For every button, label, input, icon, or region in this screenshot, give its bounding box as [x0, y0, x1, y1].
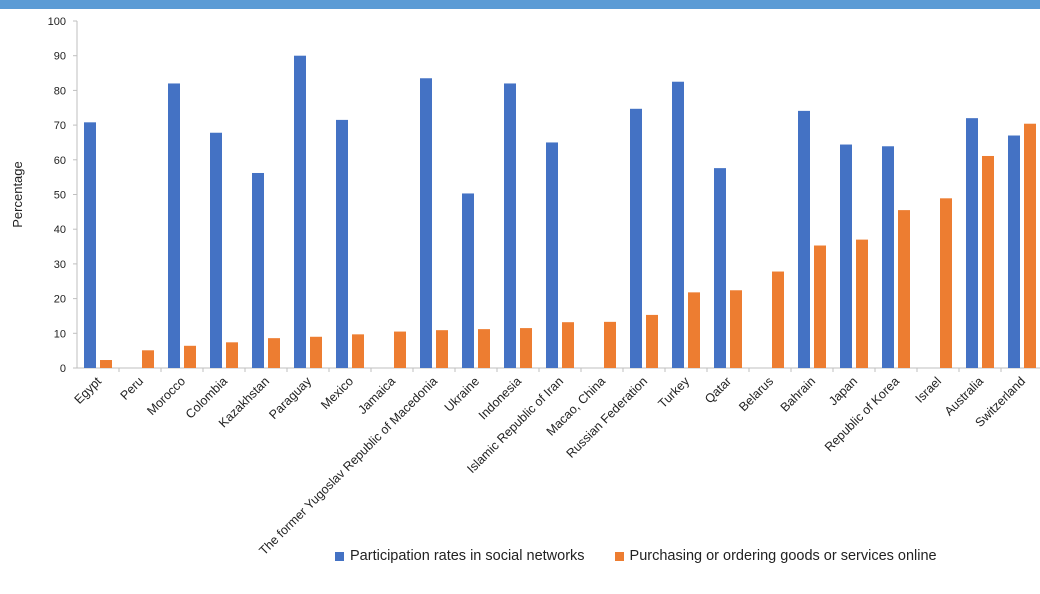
bar-social-networks — [966, 118, 978, 368]
x-category-label: Qatar — [702, 374, 734, 406]
bar-purchasing-online — [646, 314, 658, 368]
bar-social-networks — [336, 119, 348, 369]
x-category-label: Paraguay — [266, 374, 314, 422]
legend: Participation rates in social networks P… — [335, 548, 937, 564]
bar-purchasing-online — [268, 338, 280, 368]
bar-purchasing-online — [520, 328, 532, 368]
bar-purchasing-online — [856, 239, 868, 368]
bar-social-networks — [462, 193, 474, 368]
bar-purchasing-online — [436, 330, 448, 368]
bar-purchasing-online — [478, 329, 490, 368]
y-tick-label: 10 — [54, 328, 66, 340]
y-tick-label: 30 — [54, 259, 66, 271]
y-tick-label: 0 — [60, 363, 66, 375]
bar-purchasing-online — [562, 322, 574, 368]
y-axis-title: Percentage — [10, 161, 25, 228]
x-category-label: Republic of Korea — [822, 374, 902, 454]
bar-purchasing-online — [310, 336, 322, 368]
bar-social-networks — [252, 172, 264, 368]
bar-social-networks — [504, 83, 516, 369]
y-tick-label: 60 — [54, 155, 66, 167]
x-category-label: Japan — [826, 374, 860, 408]
header-band — [0, 0, 1040, 9]
bar-purchasing-online — [814, 245, 826, 368]
bar-social-networks — [840, 144, 852, 368]
bar-purchasing-online — [604, 321, 616, 368]
x-category-label: Ukraine — [442, 374, 482, 414]
bar-purchasing-online — [982, 155, 994, 368]
legend-label-social-networks: Participation rates in social networks — [350, 548, 585, 564]
y-tick-label: 100 — [48, 16, 66, 28]
bar-purchasing-online — [226, 342, 238, 368]
y-tick-label: 90 — [54, 51, 66, 63]
bar-purchasing-online — [352, 334, 364, 368]
y-tick-label: 20 — [54, 294, 66, 306]
bar-social-networks — [672, 81, 684, 368]
x-category-label: Peru — [118, 374, 147, 403]
x-category-label: Turkey — [656, 374, 693, 411]
bar-social-networks — [210, 132, 222, 368]
bar-purchasing-online — [394, 331, 406, 368]
x-category-label: Morocco — [144, 374, 188, 418]
x-category-label: Egypt — [72, 374, 105, 407]
x-category-label: Belarus — [736, 374, 776, 414]
x-category-label: Russian Federation — [564, 374, 651, 461]
bar-purchasing-online — [898, 210, 910, 368]
bar-social-networks — [546, 142, 558, 368]
bar-social-networks — [798, 110, 810, 369]
y-tick-label: 70 — [54, 120, 66, 132]
bar-social-networks — [1008, 135, 1020, 368]
legend-item-purchasing-online: Purchasing or ordering goods or services… — [614, 548, 937, 564]
bar-social-networks — [420, 78, 432, 368]
bar-purchasing-online — [730, 290, 742, 368]
bar-social-networks — [714, 168, 726, 368]
bar-purchasing-online — [100, 360, 112, 368]
x-category-label: Israel — [913, 374, 945, 406]
bar-purchasing-online — [142, 350, 154, 368]
bar-purchasing-online — [184, 345, 196, 368]
y-tick-label: 80 — [54, 85, 66, 97]
bar-purchasing-online — [772, 271, 784, 368]
y-tick-label: 40 — [54, 224, 66, 236]
x-category-label: Bahrain — [778, 374, 818, 414]
x-category-label: Mexico — [318, 374, 356, 412]
legend-swatch-purchasing-online — [614, 551, 624, 561]
bar-social-networks — [882, 146, 894, 368]
legend-swatch-social-networks — [335, 551, 344, 561]
bar-purchasing-online — [1024, 123, 1036, 368]
bar-social-networks — [84, 122, 96, 368]
bar-social-networks — [294, 55, 306, 368]
y-tick-label: 50 — [54, 190, 66, 202]
bar-social-networks — [168, 83, 180, 369]
bar-purchasing-online — [940, 198, 952, 368]
x-category-label: Jamaica — [355, 374, 398, 417]
legend-label-purchasing-online: Purchasing or ordering goods or services… — [629, 548, 937, 564]
bar-purchasing-online — [688, 292, 700, 368]
legend-item-social-networks: Participation rates in social networks — [335, 548, 585, 564]
bar-social-networks — [630, 108, 642, 368]
